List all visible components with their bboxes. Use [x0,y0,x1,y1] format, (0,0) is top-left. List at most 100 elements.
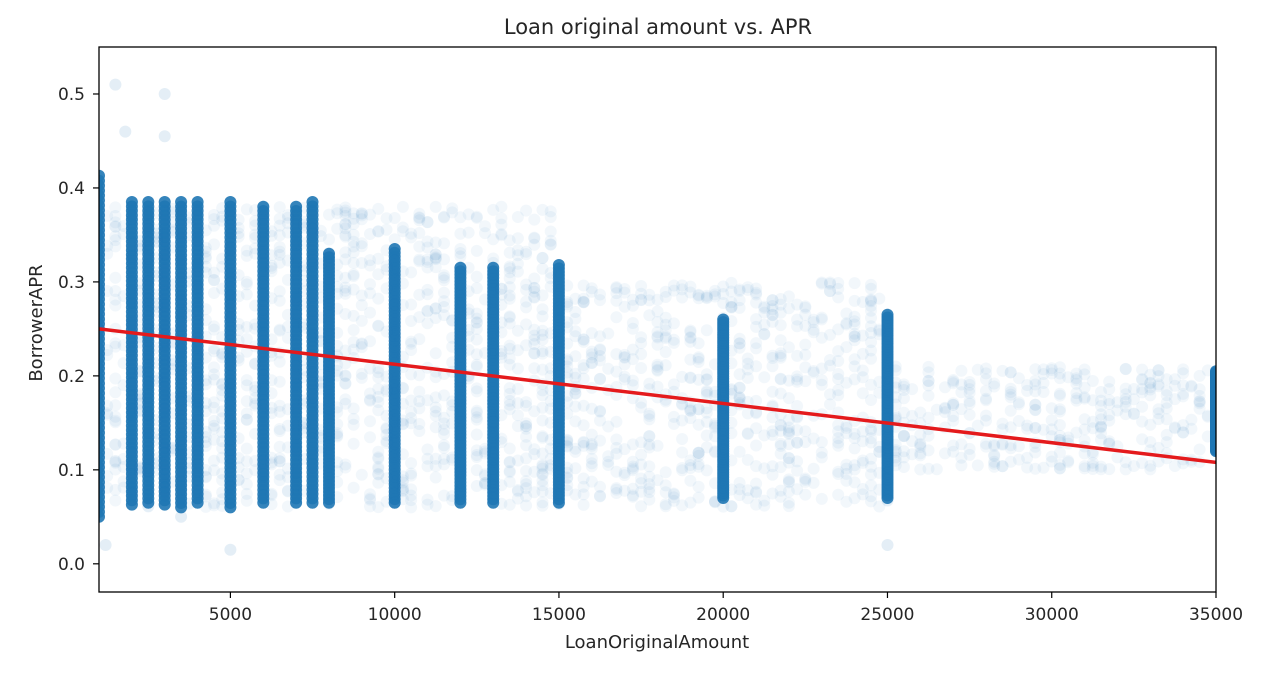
scatter-point [635,500,648,513]
scatter-point [1053,405,1066,418]
scatter-point [848,330,861,343]
scatter-point [667,317,680,330]
scatter-point [1119,362,1132,375]
x-tick-label: 30000 [1025,605,1079,625]
scatter-point [1029,422,1042,435]
scatter-point [388,496,401,509]
scatter-point [1037,423,1050,436]
scatter-point [306,259,319,272]
scatter-point [232,432,245,445]
scatter-point [774,334,787,347]
scatter-point [150,266,163,279]
scatter-point [1086,375,1099,387]
scatter-point [1119,456,1132,469]
scatter-point [733,476,746,489]
scatter-point [824,388,836,401]
scatter-point [281,419,294,432]
scatter-point [166,475,179,488]
scatter-point [503,358,516,371]
scatter-point [536,430,549,443]
scatter-point [175,253,188,266]
scatter-point [495,436,508,449]
scatter-point [848,476,861,489]
scatter-point [150,374,163,387]
scatter-point [1193,397,1206,410]
scatter-point [585,345,598,358]
scatter-point [635,362,648,374]
scatter-point [602,455,615,468]
scatter-point [971,363,984,376]
scatter-point [454,243,467,255]
scatter-point [717,329,730,342]
scatter-point [824,277,836,290]
scatter-point [1004,382,1017,395]
scatter-point [782,500,795,513]
scatter-point [257,315,270,328]
scatter-point [963,376,976,388]
scatter-point [1037,461,1050,474]
scatter-point [224,299,237,312]
scatter-point [733,341,746,354]
scatter-point [487,492,500,505]
scatter-point [1103,409,1116,422]
scatter-point [1160,373,1173,386]
scatter-point [758,328,771,341]
scatter-point [815,311,828,324]
scatter-point [364,259,376,272]
scatter-point [750,282,763,295]
scatter-point [520,248,533,261]
scatter-point [109,438,122,451]
scatter-point [479,220,491,233]
scatter-point [552,314,565,327]
scatter-point [306,447,319,460]
scatter-point [561,355,574,368]
scatter-point [298,371,311,384]
scatter-point [462,285,475,298]
scatter-point [142,347,155,360]
scatter-point [314,430,327,442]
scatter-point [216,348,229,361]
scatter-point [848,459,861,472]
scatter-point [840,376,853,389]
scatter-point [101,470,114,482]
scatter-point [980,384,992,397]
scatter-point [380,495,393,508]
scatter-point [240,333,253,345]
scatter-point [224,276,237,289]
scatter-point [347,437,360,450]
scatter-point [347,218,360,230]
scatter-point [922,374,935,387]
scatter-point [947,410,960,423]
scatter-point [421,493,434,506]
scatter-point [331,287,344,300]
scatter-point [717,376,730,389]
x-axis-label: LoanOriginalAmount [565,632,749,653]
scatter-point [134,365,147,378]
scatter-point [865,436,877,449]
scatter-point [208,497,220,510]
scatter-point [799,425,812,438]
scatter-point [462,303,475,316]
scatter-point [1177,363,1190,376]
scatter-point [273,355,286,368]
scatter-point [372,362,385,375]
scatter-point [750,460,763,473]
scatter-point [610,433,623,446]
scatter-point [618,370,631,383]
scatter-point [265,401,278,414]
scatter-point [594,372,606,385]
scatter-point [166,206,179,219]
scatter-point [676,462,689,474]
scatter-point [495,282,508,295]
scatter-point [388,487,401,500]
scatter-point [791,436,804,449]
scatter-point [487,487,500,500]
scatter-point [1160,413,1173,426]
y-tick-label: 0.2 [58,367,85,387]
scatter-point [249,231,262,244]
scatter-point [824,354,836,366]
scatter-point [725,387,738,400]
scatter-point [865,479,877,492]
y-axis-label: BorrowerAPR [26,264,47,381]
scatter-point [520,482,533,495]
